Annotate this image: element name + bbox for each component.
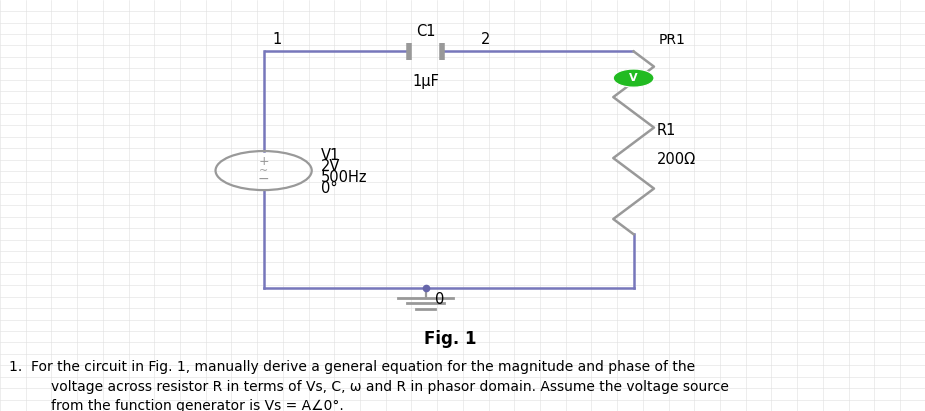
Text: 0: 0 [435,292,444,307]
Text: PR1: PR1 [659,33,685,47]
Text: R1: R1 [657,123,676,138]
Text: 2V: 2V [321,159,340,174]
Text: 1.  For the circuit in Fig. 1, manually derive a general equation for the magnit: 1. For the circuit in Fig. 1, manually d… [9,360,696,374]
Text: +: + [258,155,269,169]
Text: C1: C1 [415,24,436,39]
Text: 1μF: 1μF [412,74,439,89]
Text: V1: V1 [321,148,340,163]
Text: −: − [258,172,269,186]
Text: 2: 2 [481,32,490,47]
Text: 500Hz: 500Hz [321,170,367,185]
Text: ~: ~ [259,166,268,175]
Text: 200Ω: 200Ω [657,152,696,167]
Text: voltage across resistor R in terms of Vs, C, ω and R in phasor domain. Assume th: voltage across resistor R in terms of Vs… [51,380,729,394]
Text: Fig. 1: Fig. 1 [425,330,476,348]
Text: 0°: 0° [321,181,338,196]
Text: 1: 1 [273,32,282,47]
Text: from the function generator is Vs = A∠0°.: from the function generator is Vs = A∠0°… [51,399,343,411]
Circle shape [613,69,654,87]
Text: V: V [629,73,638,83]
